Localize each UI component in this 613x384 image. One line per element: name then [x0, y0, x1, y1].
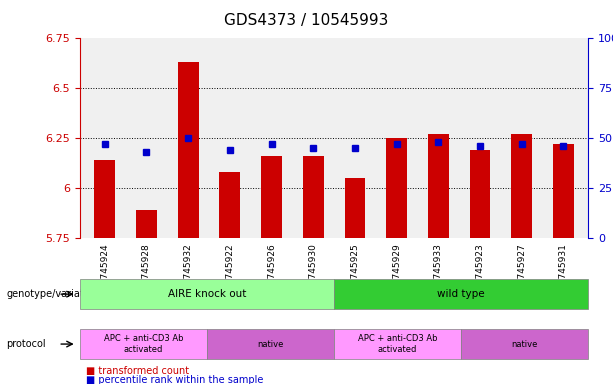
Bar [178, 62, 199, 238]
Bar [553, 144, 574, 238]
Text: native: native [512, 339, 538, 349]
Bar [386, 138, 407, 238]
Text: ■ percentile rank within the sample: ■ percentile rank within the sample [86, 375, 263, 384]
Text: AIRE knock out: AIRE knock out [168, 289, 246, 299]
Text: APC + anti-CD3 Ab
activated: APC + anti-CD3 Ab activated [358, 334, 438, 354]
Text: wild type: wild type [438, 289, 485, 299]
Text: genotype/variation: genotype/variation [6, 289, 99, 299]
Bar [511, 134, 532, 238]
Bar [303, 156, 324, 238]
Text: APC + anti-CD3 Ab
activated: APC + anti-CD3 Ab activated [104, 334, 183, 354]
Bar [94, 160, 115, 238]
Bar [261, 156, 282, 238]
Bar [345, 178, 365, 238]
Bar [219, 172, 240, 238]
Bar [136, 210, 157, 238]
Text: ■ transformed count: ■ transformed count [86, 366, 189, 376]
Text: native: native [257, 339, 284, 349]
Text: GDS4373 / 10545993: GDS4373 / 10545993 [224, 13, 389, 28]
Text: protocol: protocol [6, 339, 46, 349]
Bar [470, 150, 490, 238]
Bar [428, 134, 449, 238]
